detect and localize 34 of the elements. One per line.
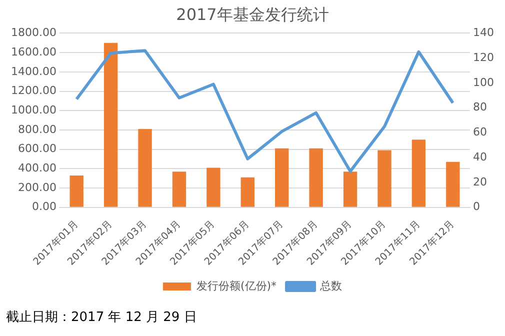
y-tick-label: 800.00	[18, 122, 56, 136]
y-tick-label: 1400.00	[10, 64, 56, 78]
bar	[172, 172, 186, 207]
bar	[70, 175, 84, 207]
bar	[275, 148, 289, 207]
bar	[104, 42, 118, 207]
y2-tick-label: 20	[473, 175, 488, 188]
legend-label: 发行份额(亿份)*	[196, 279, 278, 292]
y-tick-label: 0.00	[32, 200, 56, 214]
bar	[309, 148, 323, 207]
y-tick-label: 400.00	[18, 162, 56, 175]
bar	[138, 129, 152, 207]
bar	[412, 140, 426, 207]
legend-label: 总数	[319, 279, 342, 292]
y2-tick-label: 80	[473, 100, 488, 114]
y-tick-label: 1200.00	[10, 84, 56, 98]
y-tick-label: 1000.00	[10, 103, 56, 116]
y2-tick-label: 60	[473, 126, 488, 139]
bar	[240, 177, 254, 207]
y2-tick-label: 120	[473, 50, 494, 64]
text: 截止日期：2017 年 12 月 29 日	[6, 309, 197, 326]
y-tick-label: 600.00	[18, 142, 56, 156]
y-tick-label: 1800.00	[10, 26, 56, 40]
y2-tick-label: 100	[473, 76, 494, 89]
y2-tick-label: 0	[473, 200, 480, 214]
bar	[206, 168, 220, 207]
bar	[446, 162, 460, 207]
bar	[378, 150, 392, 207]
y-tick-label: 200.00	[18, 180, 56, 194]
bar	[343, 172, 358, 207]
y2-tick-label: 40	[473, 150, 488, 164]
chart-title: 2017年基金发行统计	[176, 4, 329, 24]
y-tick-label: 1600.00	[10, 45, 56, 58]
y2-tick-label: 140	[473, 26, 494, 40]
